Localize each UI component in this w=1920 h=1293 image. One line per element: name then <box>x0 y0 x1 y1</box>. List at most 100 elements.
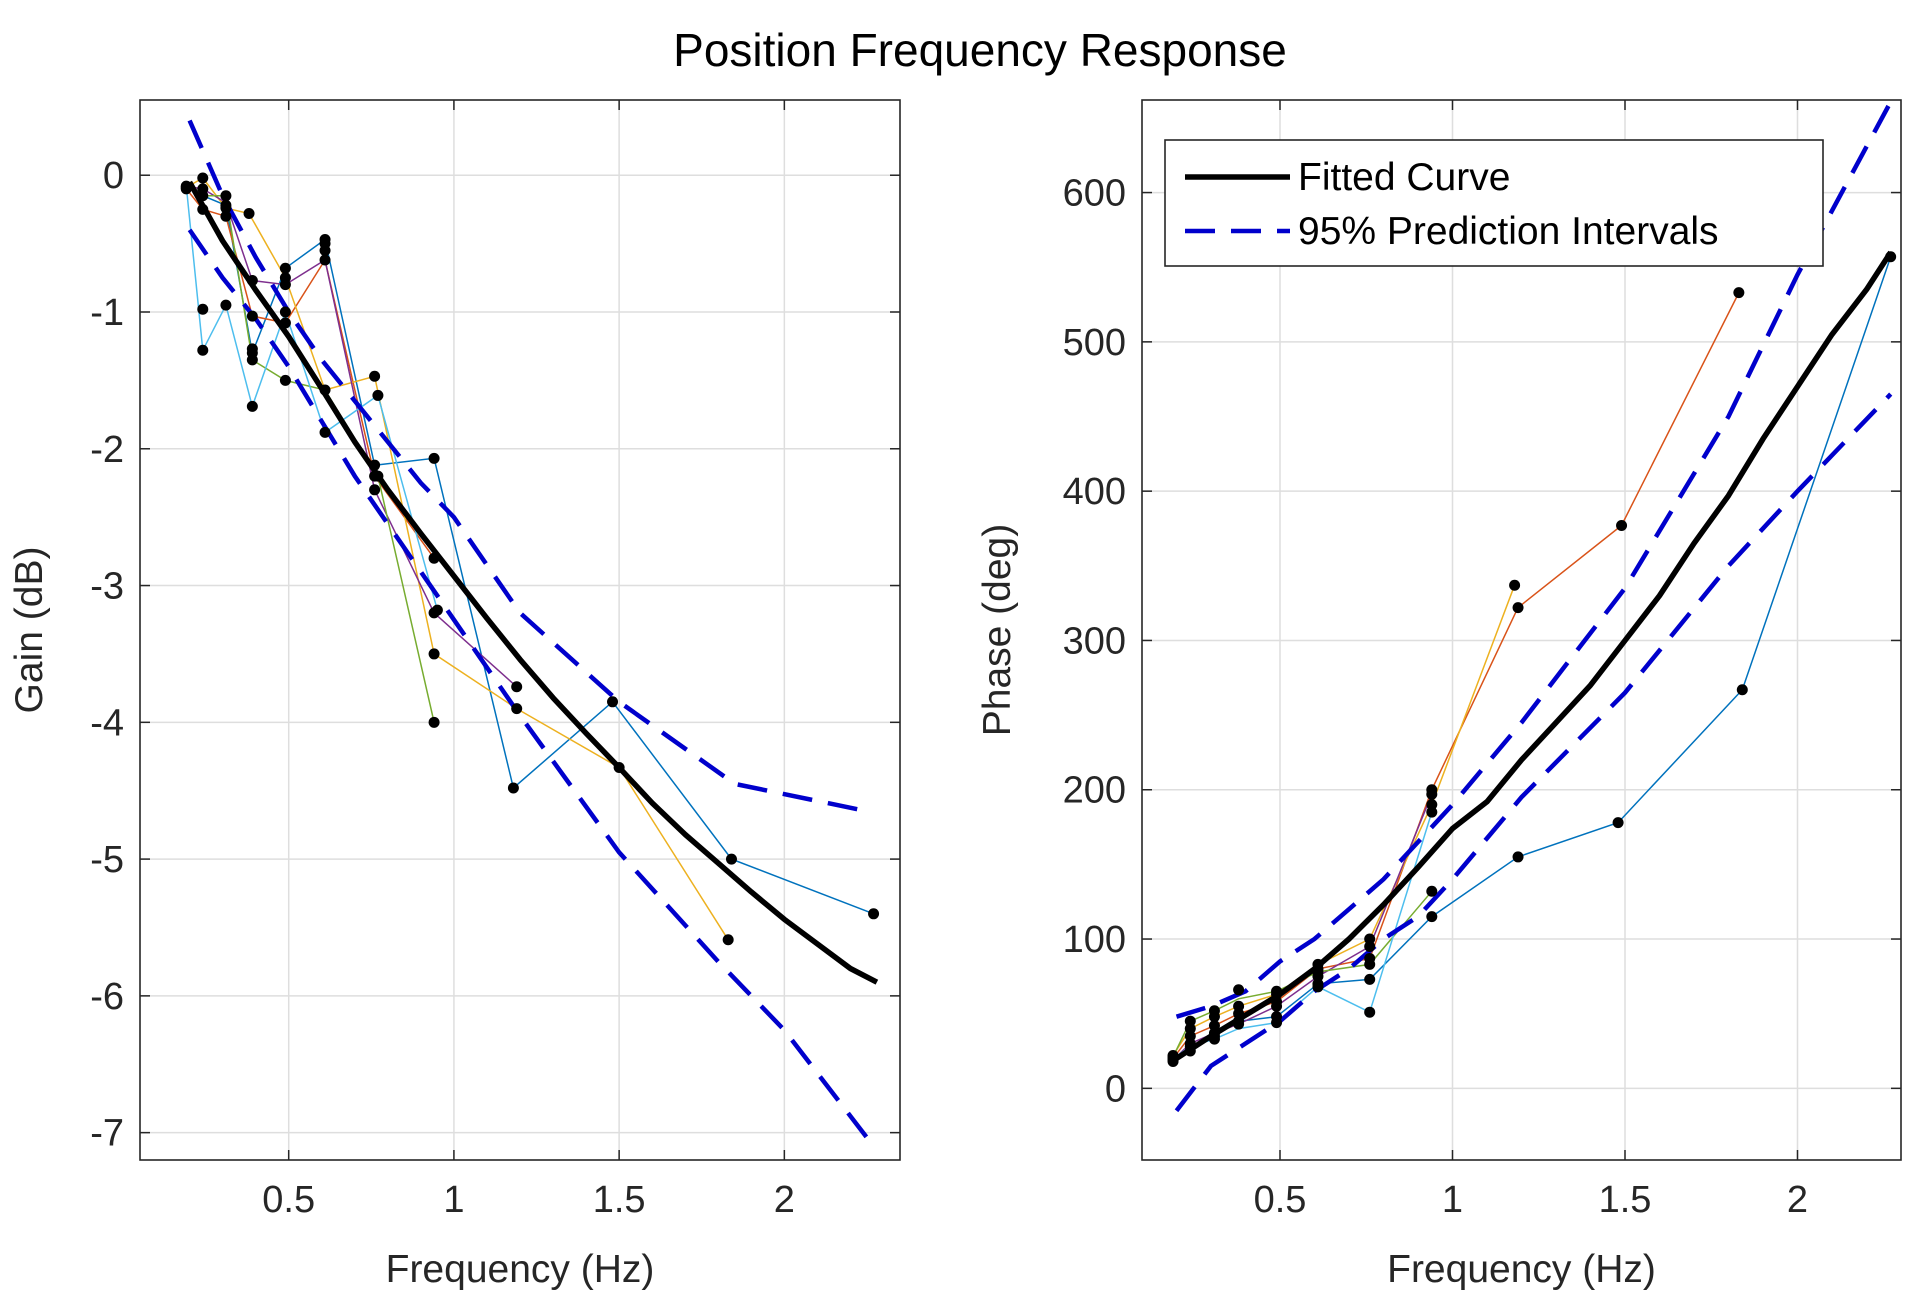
data-point <box>511 703 523 715</box>
gain-panel: 0.5 1 1.5 2 -7 -6 -5 -4 -3 -2 -1 0 Frequency (Hz) Gai… <box>8 99 901 1291</box>
data-point <box>1312 981 1324 993</box>
y-tick-label: 500 <box>1063 322 1126 364</box>
data-point <box>1364 941 1376 953</box>
data-point <box>1271 1000 1283 1012</box>
data-point <box>1616 519 1628 531</box>
x-tick-label: 1.5 <box>1599 1179 1652 1221</box>
data-point <box>1509 579 1521 591</box>
data-point <box>1885 251 1897 263</box>
data-point <box>246 354 258 366</box>
data-point <box>220 210 232 222</box>
data-point <box>428 716 440 728</box>
data-point <box>246 310 258 322</box>
prediction-interval-upper <box>187 119 868 814</box>
data-point <box>369 484 381 496</box>
data-point <box>1426 885 1438 897</box>
y-tick-label: 0 <box>103 155 124 197</box>
axes-box <box>139 99 901 1161</box>
y-tick-label: -6 <box>90 976 124 1018</box>
figure-title: Position Frequency Response <box>673 24 1287 76</box>
data-point <box>246 400 258 412</box>
data-point <box>279 279 291 291</box>
data-point <box>1426 788 1438 800</box>
data-point <box>220 299 232 311</box>
data-point <box>1364 958 1376 970</box>
data-point <box>725 853 737 865</box>
data-point <box>431 604 443 616</box>
y-tick-label: -4 <box>90 702 124 744</box>
data-point <box>1733 287 1745 299</box>
data-point <box>1208 1005 1220 1017</box>
y-tick-label: -5 <box>90 839 124 881</box>
data-point <box>1167 1051 1179 1063</box>
fitted-curve <box>1175 250 1894 1061</box>
x-tick-label: 1.5 <box>593 1179 646 1221</box>
y-tick-label: -3 <box>90 566 124 608</box>
data-point <box>607 696 619 708</box>
data-point <box>1184 1015 1196 1027</box>
data-point <box>1208 1033 1220 1045</box>
x-tick-label: 0.5 <box>262 1179 315 1221</box>
data-point <box>1233 1000 1245 1012</box>
x-tick-label: 2 <box>774 1179 795 1221</box>
data-point <box>246 275 258 287</box>
plot-area <box>180 119 880 1148</box>
data-point <box>220 190 232 202</box>
data-point <box>1184 1041 1196 1053</box>
data-point <box>246 343 258 355</box>
y-tick-label: -2 <box>90 429 124 471</box>
x-tick-label: 0.5 <box>1254 1179 1307 1221</box>
data-point <box>613 761 625 773</box>
data-point <box>1271 1017 1283 1029</box>
y-tick-label: 400 <box>1063 471 1126 513</box>
axes-box <box>1141 99 1902 1161</box>
data-point <box>1271 985 1283 997</box>
data-point <box>428 452 440 464</box>
data-point <box>279 262 291 274</box>
y-tick-label: 300 <box>1063 620 1126 662</box>
data-point <box>1512 602 1524 614</box>
y-tick-label: -7 <box>90 1113 124 1155</box>
data-point <box>220 202 232 214</box>
data-point <box>197 344 209 356</box>
legend-interval-label: 95% Prediction Intervals <box>1298 210 1719 253</box>
data-point <box>428 552 440 564</box>
data-point <box>1612 817 1624 829</box>
x-tick-label: 1 <box>443 1179 464 1221</box>
y-tick-label: 0 <box>1105 1068 1126 1110</box>
data-point <box>1426 806 1438 818</box>
plot-area <box>1167 100 1897 1113</box>
data-point <box>197 172 209 184</box>
data-point <box>197 303 209 315</box>
data-point <box>722 934 734 946</box>
prediction-interval-lower <box>1174 392 1893 1113</box>
y-axis-label: Gain (dB) <box>8 547 51 714</box>
data-point <box>319 426 331 438</box>
data-point <box>1364 973 1376 985</box>
data-point <box>279 374 291 386</box>
trial-line-6 <box>185 186 439 611</box>
y-tick-label: 200 <box>1063 770 1126 812</box>
data-point <box>1233 1018 1245 1030</box>
data-point <box>511 681 523 693</box>
data-point <box>1364 1006 1376 1018</box>
legend: Fitted Curve 95% Prediction Intervals <box>1164 139 1824 267</box>
fitted-curve <box>187 180 879 985</box>
data-point <box>319 254 331 266</box>
data-point <box>319 238 331 250</box>
y-tick-label: 100 <box>1063 919 1126 961</box>
data-point <box>319 384 331 396</box>
prediction-interval-lower <box>187 228 876 1148</box>
y-tick-label: 600 <box>1063 173 1126 215</box>
data-point <box>369 370 381 382</box>
data-point <box>243 208 255 220</box>
data-point <box>428 648 440 660</box>
data-point <box>507 782 519 794</box>
data-point <box>372 470 384 482</box>
x-axis-label: Frequency (Hz) <box>1387 1248 1656 1291</box>
legend-box <box>1164 139 1824 267</box>
data-point <box>868 908 880 920</box>
data-point <box>197 183 209 195</box>
x-tick-label: 1 <box>1442 1179 1463 1221</box>
